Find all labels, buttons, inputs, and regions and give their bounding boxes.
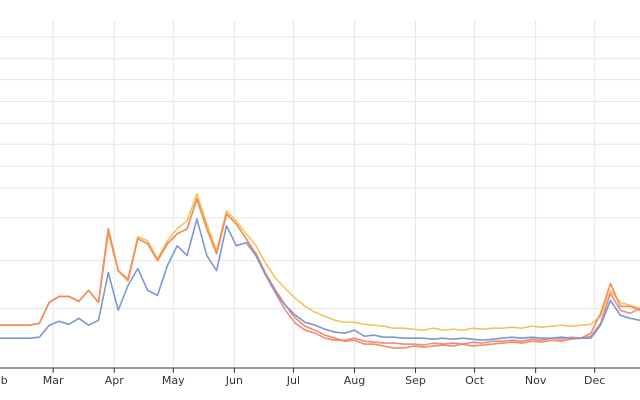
x-tick-label: Nov bbox=[525, 374, 547, 387]
x-tick-label: Jun bbox=[225, 374, 243, 387]
x-tick-label: Jul bbox=[286, 374, 300, 387]
series-line bbox=[0, 198, 640, 346]
series-line bbox=[0, 198, 640, 349]
x-tick-label: Mar bbox=[43, 374, 64, 387]
x-tick-label: May bbox=[162, 374, 185, 387]
x-tick-label: Feb bbox=[0, 374, 8, 387]
x-tick-label: Oct bbox=[465, 374, 485, 387]
series-line bbox=[0, 218, 640, 341]
x-tick-label: Sep bbox=[405, 374, 426, 387]
series-line bbox=[0, 193, 640, 331]
x-tick-label: Aug bbox=[344, 374, 365, 387]
x-tick-label: Apr bbox=[105, 374, 125, 387]
x-tick-label: Dec bbox=[584, 374, 605, 387]
